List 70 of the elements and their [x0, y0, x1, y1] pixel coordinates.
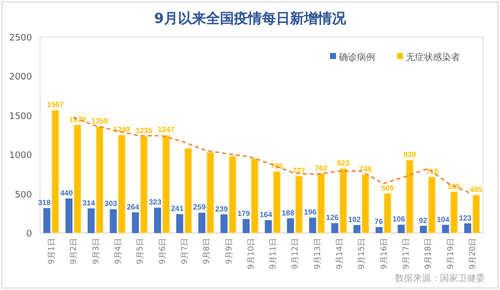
chart-title: 9月以来全国疫情每日新增情况 — [154, 10, 347, 27]
bar — [132, 212, 139, 233]
bar — [110, 209, 117, 233]
x-tick-label: 9月2日 — [69, 238, 78, 264]
x-tick-label: 9月10日 — [246, 238, 256, 270]
x-tick-label: 9月7日 — [180, 238, 189, 264]
x-tick-label: 9月8日 — [202, 238, 212, 264]
x-tick-label: 9月18日 — [424, 238, 433, 270]
bar — [464, 223, 472, 233]
bar — [295, 176, 303, 234]
bar — [339, 168, 348, 234]
x-tick-label: 9月16日 — [379, 238, 388, 270]
bar — [472, 194, 480, 234]
bar — [228, 156, 236, 234]
x-tick-label: 9月12日 — [290, 238, 300, 270]
bar — [264, 220, 272, 233]
bar — [442, 224, 450, 233]
bar — [384, 193, 392, 234]
bar — [398, 224, 405, 233]
bar — [242, 218, 250, 233]
x-tick-label: 9月17日 — [401, 238, 410, 270]
bar — [309, 218, 316, 233]
x-tick-label: 9月1日 — [47, 238, 56, 264]
x-tick-label: 9月13日 — [312, 238, 322, 270]
bar — [250, 158, 259, 234]
bar — [362, 174, 370, 234]
x-tick-label: 9月6日 — [158, 238, 167, 264]
y-tick-label: 1500 — [9, 112, 32, 122]
y-tick-label: 500 — [14, 190, 32, 200]
bar — [286, 218, 294, 233]
y-tick-label: 1000 — [9, 151, 32, 162]
bar — [406, 160, 414, 234]
bar — [317, 172, 326, 234]
bar — [450, 191, 458, 234]
y-tick-label: 2000 — [9, 72, 32, 83]
bar — [428, 176, 436, 234]
legend-label: 确诊病例 — [338, 52, 375, 63]
bar — [184, 148, 192, 234]
x-tick-label: 9月9日 — [224, 238, 234, 264]
x-tick-label: 9月4日 — [114, 238, 123, 264]
bar — [96, 126, 104, 234]
bar — [331, 223, 338, 233]
x-tick-label: 9月14日 — [335, 238, 344, 270]
bar — [198, 212, 206, 233]
x-tick-label: 9月11日 — [268, 238, 278, 270]
x-tick-label: 9月5日 — [136, 238, 145, 264]
bar — [118, 134, 126, 234]
x-tick-label: 9月15日 — [357, 238, 366, 270]
bar — [162, 134, 170, 234]
bar — [376, 227, 383, 233]
x-tick-label: 9月3日 — [91, 238, 100, 264]
bar — [176, 214, 184, 233]
bar — [353, 225, 360, 233]
bar — [140, 136, 148, 234]
legend-label: 无症状感染者 — [406, 52, 460, 63]
bar — [51, 110, 60, 234]
source-note: 数据来源：国家卫健委 — [395, 273, 485, 284]
bar — [65, 198, 72, 233]
bar — [420, 226, 427, 233]
bar — [43, 208, 50, 233]
x-tick-label: 9月19日 — [446, 238, 455, 270]
bar — [88, 208, 95, 233]
bar — [74, 124, 82, 234]
x-tick-label: 9月20日 — [468, 238, 477, 270]
bar — [206, 152, 214, 234]
bar — [272, 171, 281, 234]
bar — [220, 214, 228, 233]
bar — [154, 208, 162, 233]
y-tick-label: 2500 — [9, 34, 32, 44]
y-tick-label: 0 — [26, 230, 32, 240]
